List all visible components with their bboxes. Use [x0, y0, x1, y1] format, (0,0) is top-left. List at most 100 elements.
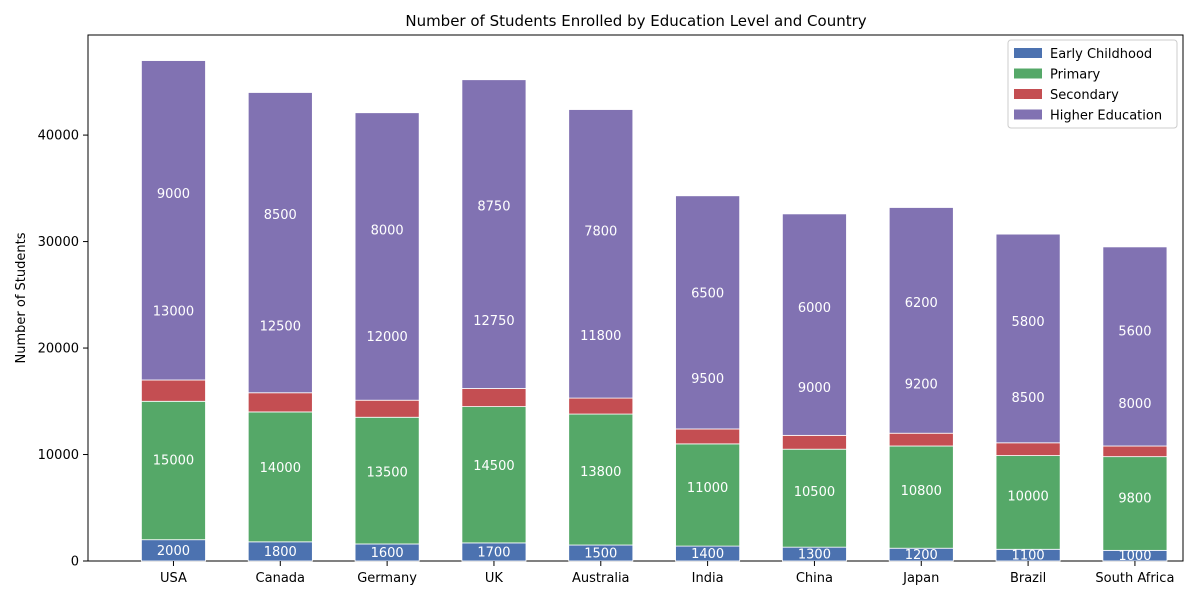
bar-segment-secondary	[1102, 445, 1168, 458]
data-label: 8000	[1118, 397, 1151, 412]
legend-swatch	[1014, 48, 1042, 58]
bar-segment-secondary	[568, 397, 634, 415]
bar-segment-primary	[995, 455, 1061, 550]
y-tick-label: 0	[71, 555, 79, 570]
plot-area: 0 10000 20000 30000 40000 2000 15000 13000 9000 U…	[38, 34, 1184, 586]
data-label: 1400	[691, 547, 724, 562]
bar-segment-primary	[141, 400, 206, 541]
bar-segment-higher-education	[995, 233, 1061, 444]
x-tick-label: South Africa	[1095, 571, 1174, 586]
y-tick-label: 10000	[38, 448, 79, 463]
data-label: 6000	[798, 301, 831, 316]
x-tick-label: Germany	[357, 571, 417, 586]
x-tick-label: India	[692, 571, 724, 586]
chart-title: Number of Students Enrolled by Education…	[405, 12, 866, 30]
legend-swatch	[1014, 109, 1042, 120]
data-label: 12500	[260, 320, 301, 335]
data-label: 14500	[473, 459, 514, 474]
bar-segment-higher-education	[1102, 246, 1168, 447]
x-tick-label: Australia	[572, 571, 630, 586]
bar-segment-primary	[675, 443, 741, 547]
x-tick-label: USA	[160, 571, 187, 586]
x-tick-label: Canada	[256, 571, 305, 586]
plot-frame	[87, 34, 1184, 562]
bar-segment-secondary	[781, 434, 847, 450]
data-label: 1600	[371, 546, 404, 561]
legend-label: Primary	[1050, 68, 1101, 83]
data-label: 7800	[584, 224, 617, 239]
bar-segment-higher-education	[354, 112, 420, 401]
bar-segment-primary	[781, 448, 847, 548]
data-label: 8500	[1012, 391, 1045, 406]
bar-segment-secondary	[888, 432, 954, 447]
data-label: 8750	[477, 200, 510, 215]
bar-segment-higher-education	[461, 79, 527, 389]
bar-segment-higher-education	[247, 92, 313, 394]
data-label: 9200	[905, 378, 938, 393]
bar-segment-primary	[568, 413, 634, 546]
data-label: 1200	[905, 548, 938, 563]
bar-segment-secondary	[141, 379, 206, 402]
data-label: 5600	[1118, 325, 1151, 340]
bar-segment-secondary	[675, 428, 741, 445]
data-label: 12750	[473, 314, 514, 329]
x-tick-label: China	[796, 571, 833, 586]
y-axis-label: Number of Students	[14, 232, 29, 363]
bar-segment-secondary	[461, 388, 527, 408]
data-label: 11800	[580, 329, 621, 344]
y-tick-label: 30000	[38, 235, 79, 250]
data-label: 13800	[580, 465, 621, 480]
data-label: 12000	[366, 330, 407, 345]
data-label: 1500	[584, 547, 617, 562]
data-label: 1000	[1118, 549, 1151, 564]
bar-segment-primary	[461, 406, 527, 544]
data-label: 5800	[1012, 315, 1045, 330]
data-label: 6500	[691, 287, 724, 302]
data-label: 9500	[691, 372, 724, 387]
data-label: 11000	[687, 481, 728, 496]
data-label: 13000	[153, 304, 194, 319]
bar-segment-higher-education	[141, 60, 206, 381]
data-label: 1300	[798, 548, 831, 563]
data-label: 1800	[264, 545, 297, 560]
data-label: 10500	[794, 485, 835, 500]
data-label: 9800	[1118, 492, 1151, 507]
data-label: 10000	[1007, 490, 1048, 505]
legend-swatch	[1014, 68, 1042, 79]
data-label: 13500	[366, 466, 407, 481]
data-label: 10800	[901, 484, 942, 499]
bar-segment-primary	[1102, 456, 1168, 551]
data-label: 2000	[157, 544, 190, 559]
y-tick-label: 40000	[38, 129, 79, 144]
data-label: 9000	[798, 381, 831, 396]
bar-segment-primary	[354, 416, 420, 545]
legend-label: Higher Education	[1050, 109, 1162, 124]
data-label: 1700	[477, 545, 510, 560]
data-label: 8000	[371, 223, 404, 238]
x-tick-label: Brazil	[1010, 571, 1046, 586]
legend-frame	[1007, 39, 1178, 129]
bar-segment-secondary	[354, 399, 420, 418]
data-label: 14000	[260, 461, 301, 476]
data-label: 6200	[905, 296, 938, 311]
data-label: 1100	[1012, 549, 1045, 564]
bar-segment-higher-education	[888, 207, 954, 434]
legend-swatch	[1014, 89, 1042, 99]
bar-segment-higher-education	[568, 109, 634, 399]
legend-label: Secondary	[1050, 88, 1119, 103]
legend: Early Childhood Primary Secondary Higher Ed…	[1007, 39, 1178, 129]
bar-segment-higher-education	[781, 213, 847, 436]
legend-label: Early Childhood	[1050, 47, 1152, 62]
data-label: 9000	[157, 187, 190, 202]
bar-segment-higher-education	[675, 195, 741, 430]
bar-segment-secondary	[247, 392, 313, 413]
y-tick-label: 20000	[38, 342, 79, 357]
bar-segment-primary	[247, 411, 313, 543]
bar-segment-secondary	[995, 442, 1061, 456]
data-label: 8500	[264, 208, 297, 223]
x-tick-label: Japan	[902, 571, 939, 586]
bar-segment-primary	[888, 445, 954, 549]
data-label: 15000	[153, 453, 194, 468]
x-tick-label: UK	[485, 571, 504, 586]
